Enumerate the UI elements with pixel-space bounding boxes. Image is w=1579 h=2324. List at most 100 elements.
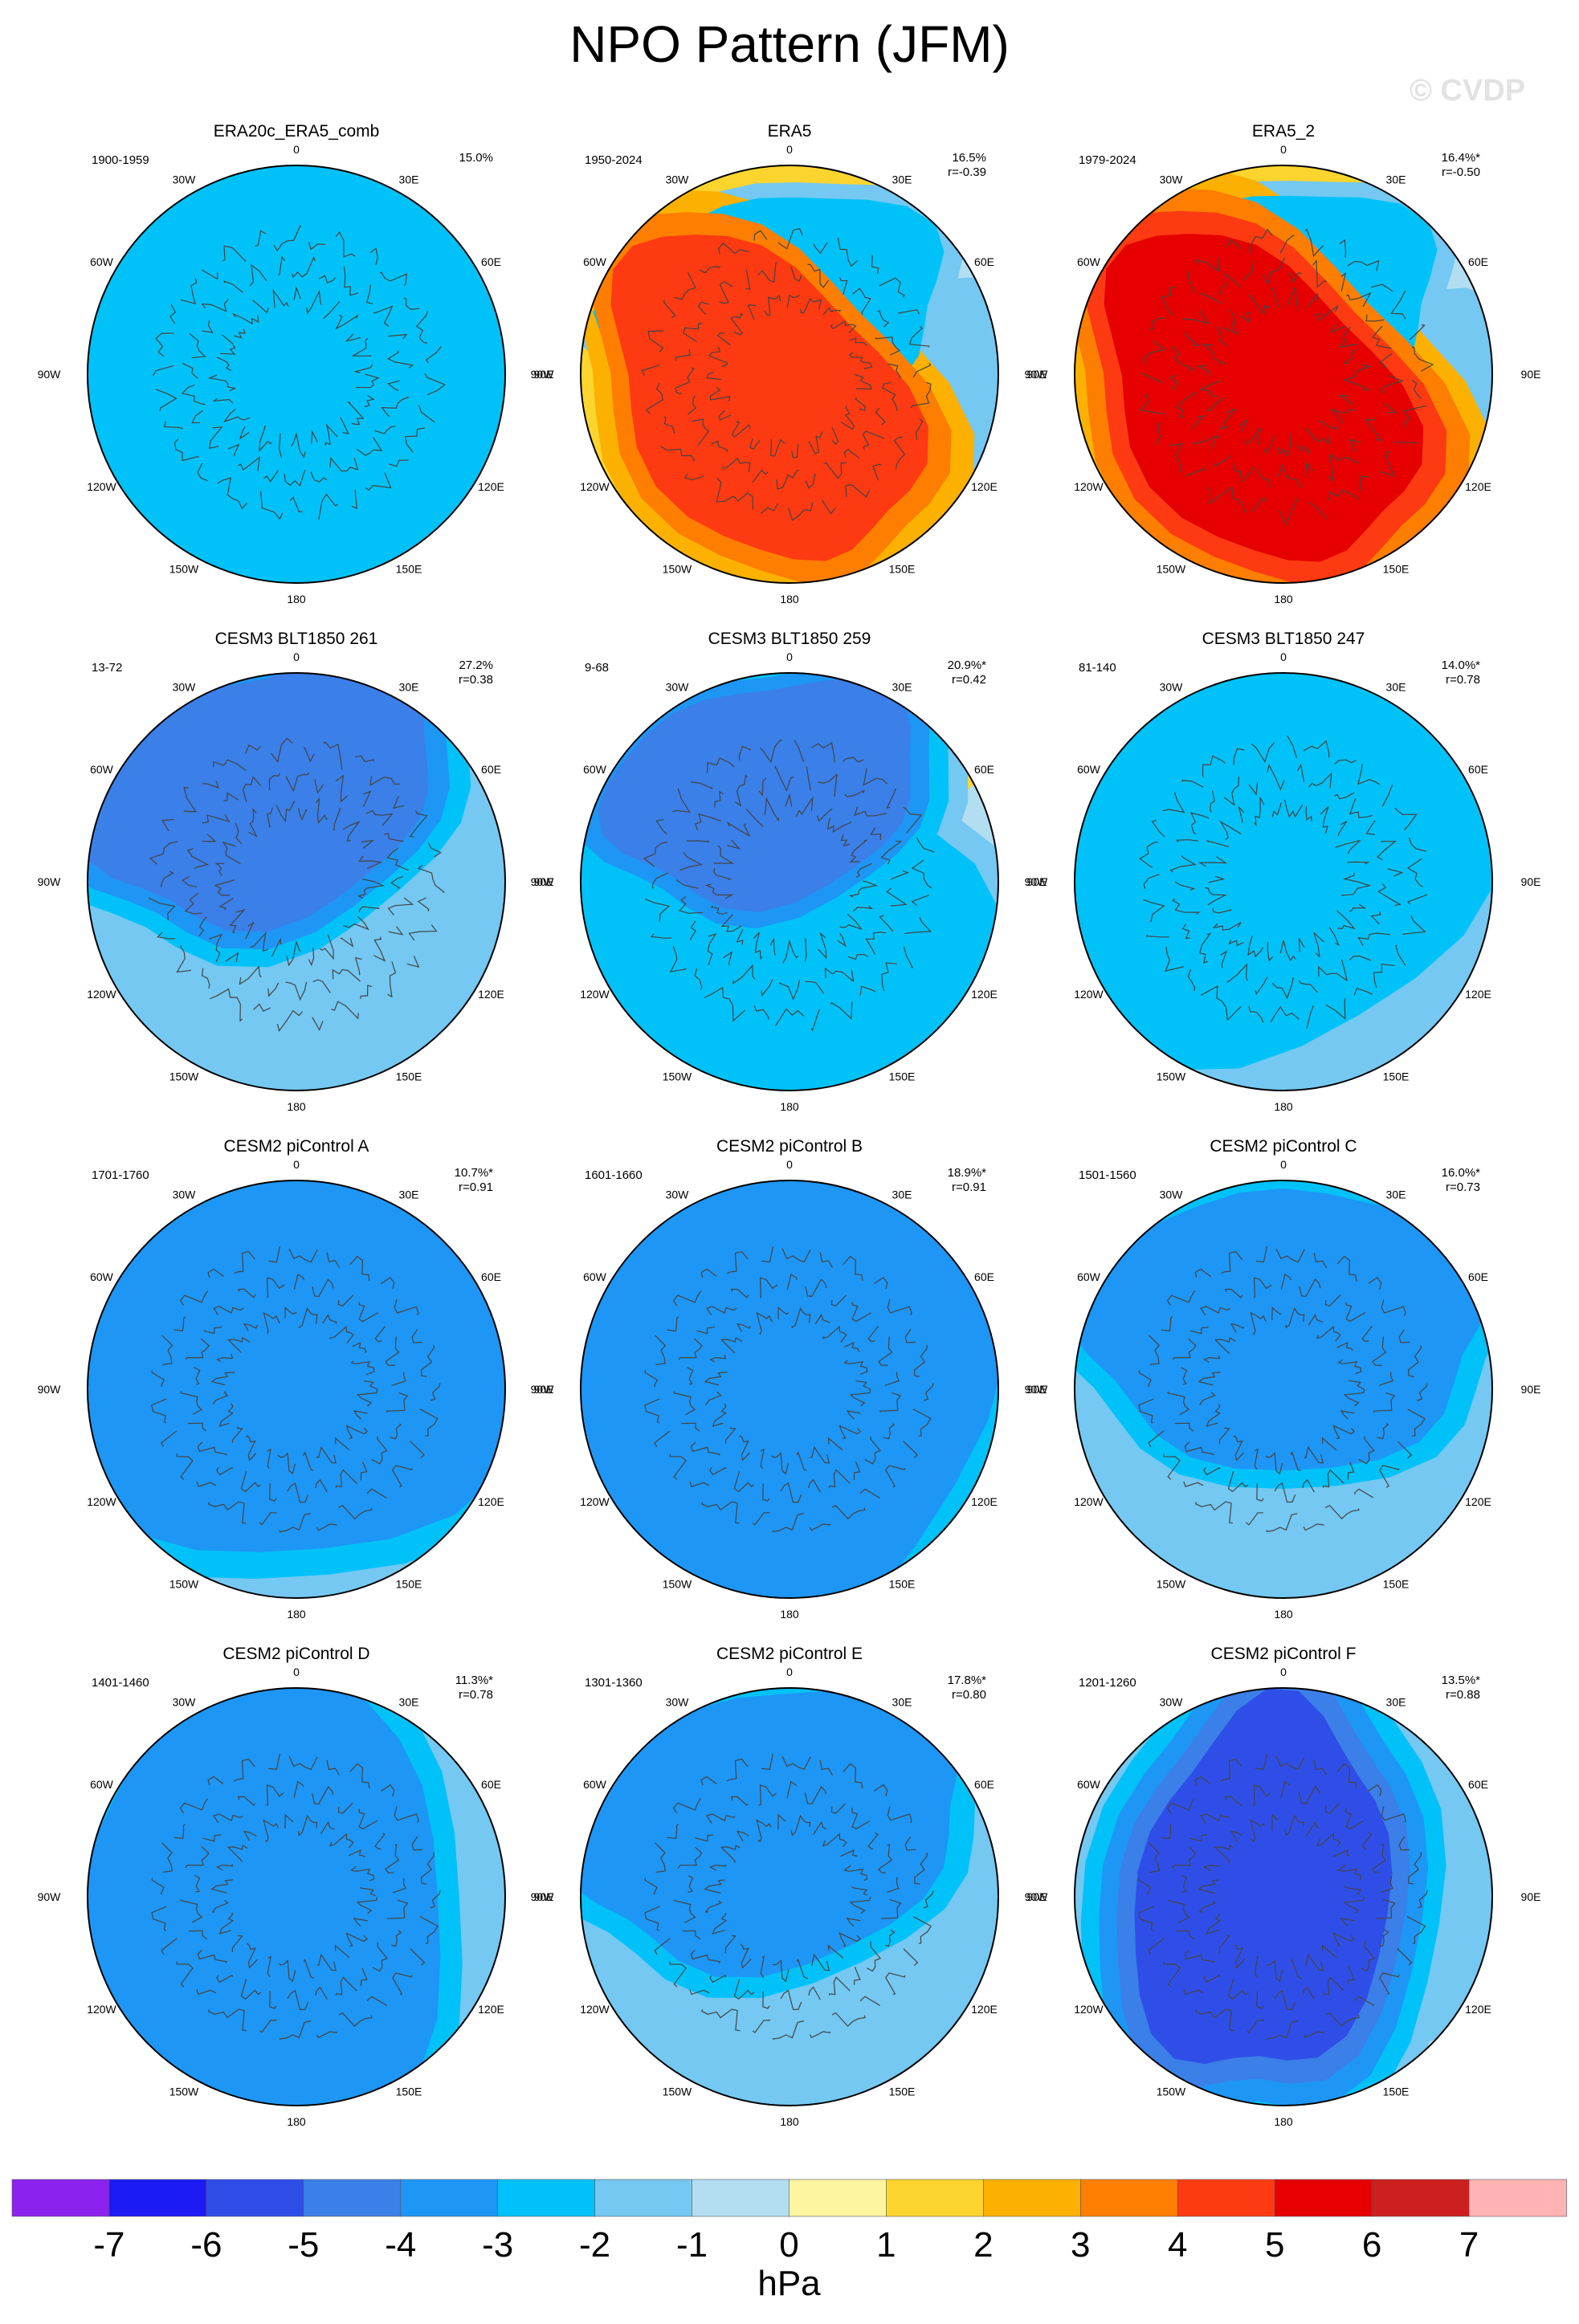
polar-panel: 180 150E 120E 90E 60E 30E 0 30W 60W 90W 120W 150W CE… <box>1025 1137 1541 1621</box>
negative-anomaly-contour <box>581 1688 962 1978</box>
colorbar-tick-label: 0 <box>779 2225 798 2265</box>
longitude-label: 90W <box>531 1890 555 1903</box>
longitude-label: 30W <box>666 1696 690 1709</box>
longitude-label: 90W <box>531 368 555 381</box>
longitude-label: 120W <box>87 988 116 1001</box>
longitude-label: 150E <box>396 1070 422 1083</box>
panel-title: ERA20c_ERA5_comb <box>214 122 380 141</box>
longitude-label: 180 <box>287 1100 306 1113</box>
colorbar-swatch <box>11 2179 110 2217</box>
colorbar-tick-label: -4 <box>385 2225 416 2265</box>
negative-anomaly-contour <box>1075 1188 1492 1470</box>
longitude-label: 120E <box>1465 1495 1491 1508</box>
coastlines <box>151 1751 442 2040</box>
longitude-label: 150W <box>1157 563 1186 576</box>
panel-period: 1501-1560 <box>1079 1168 1136 1182</box>
longitude-label: 90W <box>38 1890 62 1903</box>
longitude-label: 60E <box>481 255 501 268</box>
longitude-label: 60W <box>90 1270 114 1283</box>
panel-correlation: r=-0.39 <box>948 165 986 179</box>
panel-period: 1979-2024 <box>1079 153 1136 167</box>
longitude-label: 60W <box>1077 1778 1101 1791</box>
panel-boundary <box>1074 672 1493 1091</box>
longitude-label: 30E <box>399 681 419 694</box>
panel-period: 13-72 <box>92 661 122 675</box>
longitude-label: 0 <box>293 1158 300 1171</box>
longitude-label: 120E <box>478 988 504 1001</box>
positive-anomaly-contour <box>1104 234 1424 562</box>
longitude-label: 30W <box>1160 1189 1184 1201</box>
longitude-label: 30E <box>1386 681 1406 694</box>
longitude-label: 120W <box>580 480 610 493</box>
panel-boundary <box>1074 1687 1493 2106</box>
longitude-label: 90W <box>38 875 62 888</box>
panel-correlation: r=0.91 <box>952 1180 986 1194</box>
longitude-label: 30W <box>666 681 690 694</box>
panel-title: CESM2 piControl B <box>716 1137 863 1156</box>
longitude-label: 180 <box>780 1100 799 1113</box>
colorbar-tick-label: 3 <box>1071 2225 1090 2265</box>
longitude-label: 150W <box>169 563 199 576</box>
longitude-label: 60W <box>1077 763 1101 776</box>
longitude-label: 60E <box>1468 1778 1488 1791</box>
panel-title: CESM3 BLT1850 261 <box>215 630 378 648</box>
longitude-label: 150W <box>663 2085 692 2098</box>
colorbar-swatch <box>594 2179 693 2217</box>
longitude-label: 60W <box>90 255 114 268</box>
colorbar-swatch <box>1468 2179 1567 2217</box>
colorbar-unit: hPa <box>757 2264 821 2303</box>
longitude-label: 60W <box>583 1778 607 1791</box>
colorbar-tick-label: 1 <box>876 2225 896 2265</box>
longitude-label: 90E <box>1521 1890 1541 1903</box>
panel-correlation: r=0.73 <box>1446 1180 1480 1194</box>
longitude-label: 150W <box>1157 2085 1186 2098</box>
colorbar-swatch <box>983 2179 1082 2217</box>
longitude-label: 150E <box>1383 1578 1410 1591</box>
longitude-label: 90E <box>534 875 554 888</box>
longitude-label: 90W <box>38 368 62 381</box>
longitude-label: 30E <box>1386 1189 1406 1201</box>
panel-boundary <box>87 1180 506 1599</box>
longitude-label: 120E <box>971 2003 998 2016</box>
panel-variance: 17.8%* <box>948 1674 987 1687</box>
negative-anomaly-contour <box>581 1180 998 1598</box>
longitude-label: 0 <box>1280 1666 1287 1678</box>
coastlines <box>644 1243 935 1533</box>
colorbar-swatch <box>789 2179 887 2217</box>
longitude-label: 30W <box>1160 681 1184 694</box>
longitude-label: 30W <box>173 681 197 694</box>
longitude-label: 90W <box>531 875 555 888</box>
longitude-label: 30E <box>1386 173 1406 186</box>
colorbar-swatch <box>206 2179 304 2217</box>
longitude-label: 60E <box>1468 255 1488 268</box>
coastlines <box>641 736 940 1033</box>
panel-period: 1201-1260 <box>1079 1676 1136 1690</box>
longitude-label: 30E <box>399 1696 419 1709</box>
longitude-label: 30E <box>892 1696 912 1709</box>
longitude-label: 90E <box>534 1383 554 1396</box>
longitude-label: 30E <box>399 1189 419 1201</box>
longitude-label: 0 <box>293 143 300 156</box>
longitude-label: 60W <box>583 255 607 268</box>
panel-boundary <box>580 165 999 584</box>
longitude-label: 30W <box>666 173 690 186</box>
panel-boundary <box>87 1687 506 2106</box>
panel-boundary <box>1074 165 1493 584</box>
colorbar-tick-label: -7 <box>93 2225 124 2265</box>
colorbar-swatch <box>886 2179 985 2217</box>
longitude-label: 120E <box>478 1495 504 1508</box>
coastlines <box>151 225 447 520</box>
longitude-label: 180 <box>1274 2115 1293 2128</box>
colorbar-swatch <box>692 2179 790 2217</box>
longitude-label: 0 <box>786 1158 793 1171</box>
coastlines <box>147 737 446 1032</box>
negative-anomaly-contour <box>88 165 505 583</box>
longitude-label: 30W <box>1160 173 1184 186</box>
longitude-label: 90E <box>1027 1383 1047 1396</box>
longitude-label: 90W <box>1025 1383 1049 1396</box>
longitude-label: 0 <box>1280 143 1287 156</box>
panel-period: 1701-1760 <box>92 1168 149 1182</box>
cvdp-watermark: © CVDP <box>1410 74 1526 108</box>
panel-correlation: r=0.91 <box>459 1180 493 1194</box>
longitude-label: 60E <box>974 255 994 268</box>
